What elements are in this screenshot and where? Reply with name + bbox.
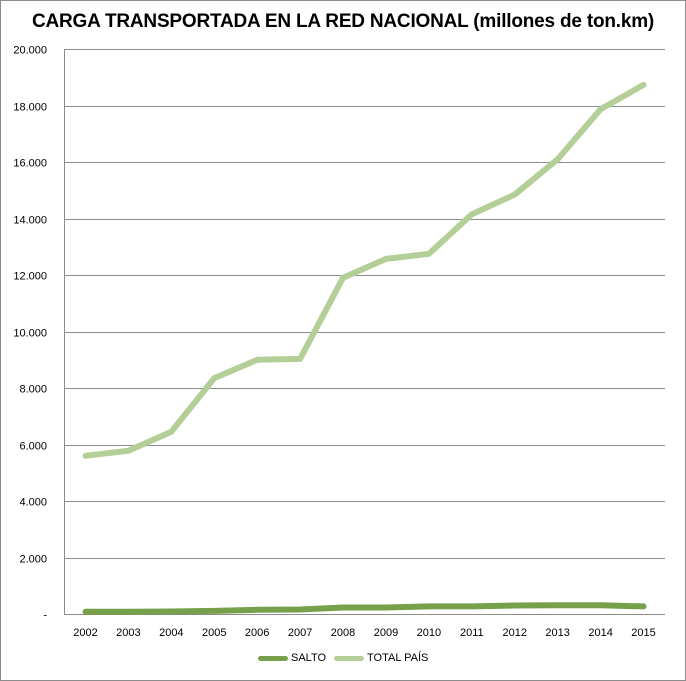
legend: SALTO TOTAL PAÍS bbox=[0, 652, 686, 668]
x-tick-label: 2009 bbox=[374, 627, 398, 639]
y-tick-label: 16.000 bbox=[13, 158, 47, 170]
legend-swatch-total-pais bbox=[334, 655, 364, 661]
x-tick-label: 2014 bbox=[588, 627, 612, 639]
x-tick-label: 2004 bbox=[159, 627, 183, 639]
legend-item-salto: SALTO bbox=[258, 652, 326, 664]
y-tick-label: 10.000 bbox=[13, 328, 47, 340]
x-tick-label: 2007 bbox=[288, 627, 312, 639]
x-tick-label: 2015 bbox=[631, 627, 655, 639]
x-tick-label: 2010 bbox=[417, 627, 441, 639]
series-line-total-pais bbox=[82, 81, 647, 459]
x-tick-label: 2013 bbox=[545, 627, 569, 639]
legend-item-total-pais: TOTAL PAÍS bbox=[334, 652, 428, 664]
y-tick-label: 12.000 bbox=[13, 271, 47, 283]
x-tick-label: 2012 bbox=[503, 627, 527, 639]
chart-title: CARGA TRANSPORTADA EN LA RED NACIONAL (m… bbox=[31, 11, 655, 32]
y-tick-label: 18.000 bbox=[13, 102, 47, 114]
series-line-salto bbox=[82, 602, 647, 615]
x-tick-label: 2003 bbox=[116, 627, 140, 639]
legend-swatch-salto bbox=[258, 655, 288, 661]
y-tick-label: 20.000 bbox=[13, 45, 47, 57]
y-tick-label: 4.000 bbox=[19, 497, 47, 509]
x-tick-label: 2002 bbox=[73, 627, 97, 639]
y-tick-label: 6.000 bbox=[19, 441, 47, 453]
x-tick-label: 2011 bbox=[460, 627, 484, 639]
x-tick-label: 2008 bbox=[331, 627, 355, 639]
x-tick-label: 2005 bbox=[202, 627, 226, 639]
y-tick-label: 14.000 bbox=[13, 215, 47, 227]
y-tick-label: 8.000 bbox=[19, 384, 47, 396]
y-tick-label: - bbox=[43, 610, 47, 622]
legend-label-total-pais: TOTAL PAÍS bbox=[367, 652, 429, 664]
x-tick-label: 2006 bbox=[245, 627, 269, 639]
legend-label-salto: SALTO bbox=[291, 652, 327, 664]
y-tick-label: 2.000 bbox=[19, 554, 47, 566]
